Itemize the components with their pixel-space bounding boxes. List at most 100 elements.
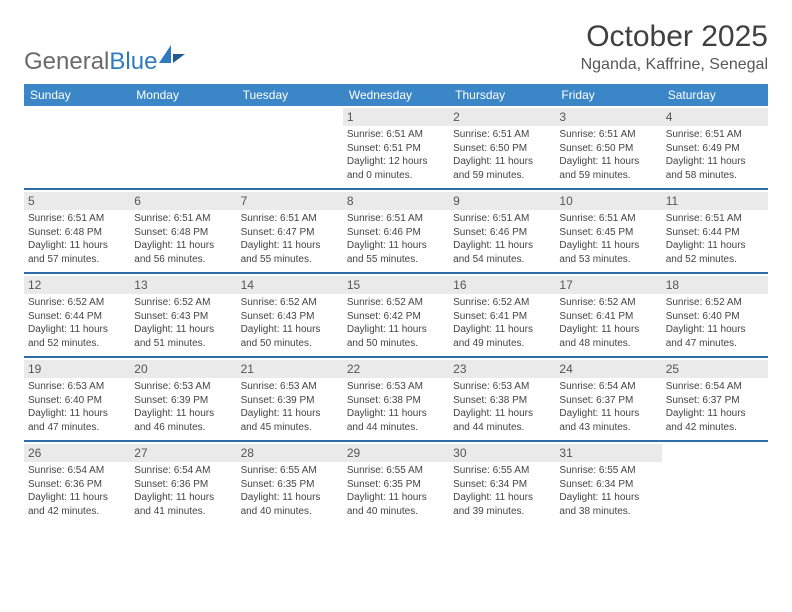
day-meta: Sunrise: 6:55 AMSunset: 6:34 PMDaylight:…: [453, 464, 551, 518]
day-number: 30: [449, 444, 555, 462]
day-number: 31: [555, 444, 661, 462]
day-meta: Sunrise: 6:55 AMSunset: 6:35 PMDaylight:…: [347, 464, 445, 518]
sunrise-text: Sunrise: 6:52 AM: [559, 296, 657, 310]
location-subtitle: Nganda, Kaffrine, Senegal: [581, 56, 768, 74]
sunrise-text: Sunrise: 6:54 AM: [666, 380, 764, 394]
daylight-text: Daylight: 11 hours and 40 minutes.: [347, 491, 445, 518]
calendar-cell: 27Sunrise: 6:54 AMSunset: 6:36 PMDayligh…: [130, 442, 236, 524]
weekday-header: SundayMondayTuesdayWednesdayThursdayFrid…: [24, 84, 768, 106]
daylight-text: Daylight: 11 hours and 42 minutes.: [28, 491, 126, 518]
calendar-week: 12Sunrise: 6:52 AMSunset: 6:44 PMDayligh…: [24, 272, 768, 356]
sunrise-text: Sunrise: 6:52 AM: [241, 296, 339, 310]
daylight-text: Daylight: 11 hours and 47 minutes.: [666, 323, 764, 350]
sunrise-text: Sunrise: 6:54 AM: [134, 464, 232, 478]
calendar-cell: 10Sunrise: 6:51 AMSunset: 6:45 PMDayligh…: [555, 190, 661, 272]
sunrise-text: Sunrise: 6:51 AM: [453, 212, 551, 226]
sunrise-text: Sunrise: 6:51 AM: [559, 128, 657, 142]
sunrise-text: Sunrise: 6:53 AM: [28, 380, 126, 394]
calendar-cell: 20Sunrise: 6:53 AMSunset: 6:39 PMDayligh…: [130, 358, 236, 440]
day-number: 19: [24, 360, 130, 378]
logo: GeneralBlue: [24, 50, 185, 74]
daylight-text: Daylight: 11 hours and 45 minutes.: [241, 407, 339, 434]
day-number: 13: [130, 276, 236, 294]
calendar-cell: 24Sunrise: 6:54 AMSunset: 6:37 PMDayligh…: [555, 358, 661, 440]
sunset-text: Sunset: 6:38 PM: [453, 394, 551, 408]
sunset-text: Sunset: 6:49 PM: [666, 142, 764, 156]
sunrise-text: Sunrise: 6:51 AM: [666, 212, 764, 226]
calendar-cell: 21Sunrise: 6:53 AMSunset: 6:39 PMDayligh…: [237, 358, 343, 440]
day-meta: Sunrise: 6:53 AMSunset: 6:39 PMDaylight:…: [241, 380, 339, 434]
day-meta: Sunrise: 6:54 AMSunset: 6:36 PMDaylight:…: [134, 464, 232, 518]
sunrise-text: Sunrise: 6:53 AM: [347, 380, 445, 394]
day-meta: Sunrise: 6:51 AMSunset: 6:48 PMDaylight:…: [134, 212, 232, 266]
day-number: 11: [662, 192, 768, 210]
daylight-text: Daylight: 11 hours and 47 minutes.: [28, 407, 126, 434]
daylight-text: Daylight: 11 hours and 44 minutes.: [347, 407, 445, 434]
sunset-text: Sunset: 6:51 PM: [347, 142, 445, 156]
sunset-text: Sunset: 6:35 PM: [347, 478, 445, 492]
calendar-cell: 7Sunrise: 6:51 AMSunset: 6:47 PMDaylight…: [237, 190, 343, 272]
calendar-cell: 30 Sunrise: 6:55 AMSunset: 6:34 PMDayligh…: [449, 442, 555, 524]
daylight-text: Daylight: 11 hours and 38 minutes.: [559, 491, 657, 518]
sail-icon: [159, 45, 185, 63]
sunset-text: Sunset: 6:40 PM: [666, 310, 764, 324]
weeks-container: 1Sunrise: 6:51 AMSunset: 6:51 PMDaylight…: [24, 106, 768, 524]
sunset-text: Sunset: 6:39 PM: [241, 394, 339, 408]
sunset-text: Sunset: 6:40 PM: [28, 394, 126, 408]
day-meta: Sunrise: 6:55 AMSunset: 6:34 PMDaylight:…: [559, 464, 657, 518]
calendar-cell: 3Sunrise: 6:51 AMSunset: 6:50 PMDaylight…: [555, 106, 661, 188]
daylight-text: Daylight: 11 hours and 56 minutes.: [134, 239, 232, 266]
sunset-text: Sunset: 6:46 PM: [453, 226, 551, 240]
daylight-text: Daylight: 11 hours and 59 minutes.: [453, 155, 551, 182]
weekday-label: Saturday: [662, 84, 768, 106]
daylight-text: Daylight: 11 hours and 58 minutes.: [666, 155, 764, 182]
sunrise-text: Sunrise: 6:52 AM: [347, 296, 445, 310]
calendar-cell: 25Sunrise: 6:54 AMSunset: 6:37 PMDayligh…: [662, 358, 768, 440]
sunrise-text: Sunrise: 6:51 AM: [453, 128, 551, 142]
sunset-text: Sunset: 6:45 PM: [559, 226, 657, 240]
daylight-text: Daylight: 11 hours and 49 minutes.: [453, 323, 551, 350]
sunset-text: Sunset: 6:48 PM: [28, 226, 126, 240]
sunrise-text: Sunrise: 6:53 AM: [241, 380, 339, 394]
calendar-cell: 14Sunrise: 6:52 AMSunset: 6:43 PMDayligh…: [237, 274, 343, 356]
calendar-cell: [24, 106, 130, 188]
sunset-text: Sunset: 6:47 PM: [241, 226, 339, 240]
weekday-label: Tuesday: [237, 84, 343, 106]
day-number: 3: [555, 108, 661, 126]
daylight-text: Daylight: 11 hours and 55 minutes.: [347, 239, 445, 266]
sunset-text: Sunset: 6:35 PM: [241, 478, 339, 492]
sunset-text: Sunset: 6:43 PM: [134, 310, 232, 324]
calendar-cell: 1Sunrise: 6:51 AMSunset: 6:51 PMDaylight…: [343, 106, 449, 188]
sunset-text: Sunset: 6:50 PM: [559, 142, 657, 156]
weekday-label: Thursday: [449, 84, 555, 106]
daylight-text: Daylight: 11 hours and 52 minutes.: [666, 239, 764, 266]
sunrise-text: Sunrise: 6:55 AM: [241, 464, 339, 478]
title-block: October 2025 Nganda, Kaffrine, Senegal: [581, 20, 768, 74]
calendar-cell: 17Sunrise: 6:52 AMSunset: 6:41 PMDayligh…: [555, 274, 661, 356]
daylight-text: Daylight: 11 hours and 42 minutes.: [666, 407, 764, 434]
calendar-cell: [662, 442, 768, 524]
day-number: 10: [555, 192, 661, 210]
sunrise-text: Sunrise: 6:55 AM: [559, 464, 657, 478]
day-meta: Sunrise: 6:52 AMSunset: 6:43 PMDaylight:…: [134, 296, 232, 350]
day-meta: Sunrise: 6:51 AMSunset: 6:44 PMDaylight:…: [666, 212, 764, 266]
daylight-text: Daylight: 11 hours and 41 minutes.: [134, 491, 232, 518]
day-number: 15: [343, 276, 449, 294]
sunset-text: Sunset: 6:44 PM: [666, 226, 764, 240]
calendar-cell: 22Sunrise: 6:53 AMSunset: 6:38 PMDayligh…: [343, 358, 449, 440]
day-meta: Sunrise: 6:51 AMSunset: 6:46 PMDaylight:…: [347, 212, 445, 266]
sunrise-text: Sunrise: 6:52 AM: [28, 296, 126, 310]
calendar-cell: 29Sunrise: 6:55 AMSunset: 6:35 PMDayligh…: [343, 442, 449, 524]
daylight-text: Daylight: 11 hours and 51 minutes.: [134, 323, 232, 350]
weekday-label: Wednesday: [343, 84, 449, 106]
daylight-text: Daylight: 11 hours and 52 minutes.: [28, 323, 126, 350]
calendar-cell: 15Sunrise: 6:52 AMSunset: 6:42 PMDayligh…: [343, 274, 449, 356]
day-meta: Sunrise: 6:53 AMSunset: 6:38 PMDaylight:…: [453, 380, 551, 434]
sunset-text: Sunset: 6:36 PM: [28, 478, 126, 492]
day-number: 16: [449, 276, 555, 294]
header: GeneralBlue October 2025 Nganda, Kaffrin…: [24, 20, 768, 74]
sunset-text: Sunset: 6:50 PM: [453, 142, 551, 156]
sunset-text: Sunset: 6:34 PM: [453, 478, 551, 492]
weekday-label: Sunday: [24, 84, 130, 106]
calendar-cell: 18Sunrise: 6:52 AMSunset: 6:40 PMDayligh…: [662, 274, 768, 356]
